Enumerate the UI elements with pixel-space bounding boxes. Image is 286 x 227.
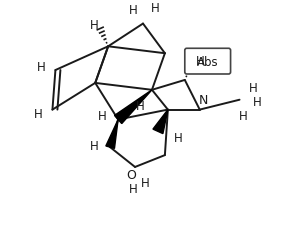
Polygon shape [114, 90, 152, 124]
Text: H: H [129, 183, 138, 195]
Text: H: H [34, 108, 43, 121]
Text: H: H [90, 139, 99, 152]
Text: H: H [90, 19, 99, 32]
Text: N: N [199, 94, 208, 107]
Text: H: H [173, 131, 182, 144]
Polygon shape [153, 110, 168, 134]
Text: H: H [249, 82, 258, 95]
Text: H: H [37, 60, 46, 73]
Text: H: H [239, 110, 248, 123]
Text: H: H [98, 110, 107, 123]
Text: H: H [129, 4, 138, 17]
Text: Abs: Abs [197, 55, 219, 68]
Polygon shape [106, 120, 118, 149]
Text: H: H [196, 54, 205, 67]
FancyBboxPatch shape [185, 49, 231, 75]
Text: H: H [136, 100, 144, 113]
Text: H: H [150, 2, 159, 15]
Text: H: H [253, 96, 262, 109]
Text: H: H [141, 177, 149, 190]
Text: O: O [126, 169, 136, 182]
